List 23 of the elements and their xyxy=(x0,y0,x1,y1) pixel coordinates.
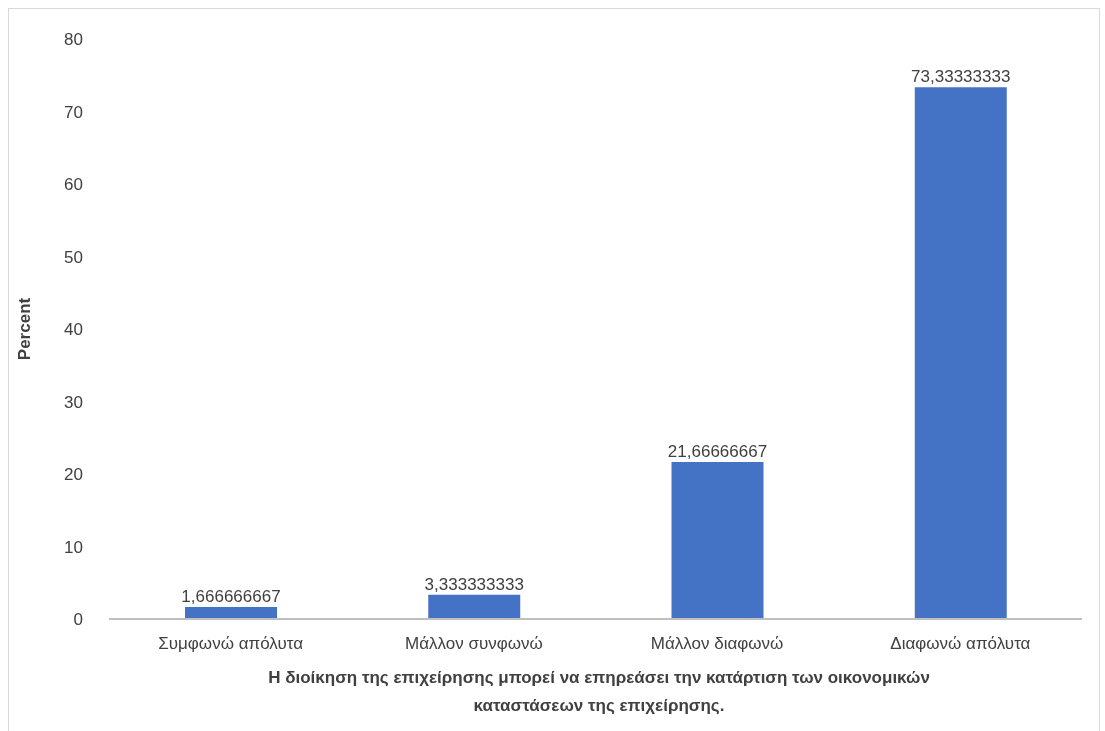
x-tick-label: Μάλλον συνφωνώ xyxy=(404,634,543,654)
y-tick-label: 40 xyxy=(64,320,83,340)
y-tick-label: 50 xyxy=(64,247,83,267)
y-tick-label: 30 xyxy=(64,392,83,412)
x-axis-title: Η διοίκηση της επιχείρησης μπορεί να επηρεάσει την κατάρτιση των οικονομικών καταστάσεων της επιχείρησης. xyxy=(267,667,931,717)
y-tick-label: 20 xyxy=(64,465,83,485)
x-tick-label: Μάλλον διαφωνώ xyxy=(650,634,784,654)
y-tick-label: 0 xyxy=(73,610,83,630)
bar xyxy=(671,461,764,619)
data-label: 1,666666667 xyxy=(181,586,281,606)
y-tick-label: 10 xyxy=(64,537,83,557)
bar xyxy=(428,594,521,619)
y-tick-label: 70 xyxy=(64,102,83,122)
bar xyxy=(185,606,277,619)
data-label: 21,66666667 xyxy=(667,441,768,461)
y-tick-label: 80 xyxy=(64,30,83,50)
data-label: 3,333333333 xyxy=(424,574,524,594)
bar xyxy=(914,87,1007,619)
x-tick-label: Διαφωνώ απόλυτα xyxy=(890,634,1031,654)
x-tick-label: Συμφωνώ απόλυτα xyxy=(158,634,304,654)
y-axis-title: Percent xyxy=(15,297,35,361)
y-tick-label: 60 xyxy=(64,175,83,195)
data-label: 73,33333333 xyxy=(911,67,1011,87)
